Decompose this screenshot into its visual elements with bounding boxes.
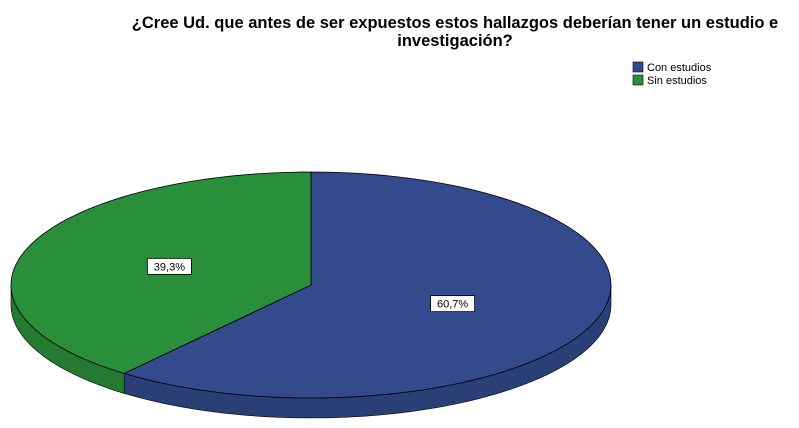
data-label: 39,3% (154, 261, 185, 273)
legend-label: Sin estudios (647, 75, 707, 87)
legend-swatch (632, 61, 644, 73)
data-label-box (430, 295, 476, 313)
data-label-group: 60,7% (430, 295, 476, 313)
data-label-box (146, 257, 192, 275)
chart-title: ¿Cree Ud. que antes de ser expuestos est… (131, 14, 779, 50)
legend-swatch (632, 74, 644, 86)
legend-label: Con estudios (647, 62, 712, 74)
data-label: 60,7% (437, 299, 468, 311)
data-label-group: 39,3% (146, 257, 192, 275)
slice (123, 171, 612, 399)
